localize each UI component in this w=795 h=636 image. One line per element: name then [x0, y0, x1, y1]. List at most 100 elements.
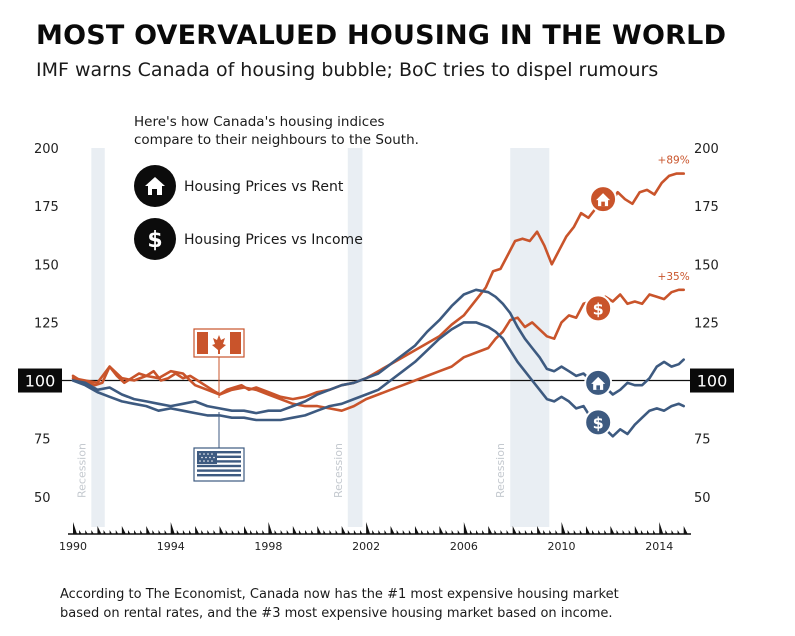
- x-tick-mark: [653, 530, 656, 534]
- x-tick-mark: [384, 530, 387, 534]
- x-tick-mark: [85, 530, 88, 534]
- x-tick-mark: [494, 530, 497, 534]
- series-line-usa-rent: [71, 288, 685, 415]
- y-tick-right: 125: [694, 316, 719, 331]
- x-tick-mark: [451, 530, 455, 534]
- svg-text:$: $: [147, 228, 162, 253]
- x-tick-mark: [439, 526, 444, 534]
- x-tick-mark: [378, 530, 381, 534]
- x-tick-mark: [195, 526, 200, 534]
- x-tick-mark: [402, 530, 406, 534]
- x-tick-mark: [97, 526, 102, 534]
- house-icon: [596, 193, 611, 207]
- x-tick-mark: [628, 530, 632, 534]
- legend-income-label: Housing Prices vs Income: [184, 232, 363, 248]
- y-tick-left: 50: [34, 491, 51, 506]
- x-tick-mark: [567, 530, 571, 534]
- x-tick-mark: [457, 530, 461, 534]
- legend: Here's how Canada's housing indices comp…: [134, 114, 419, 260]
- x-tick-mark: [408, 530, 412, 534]
- series-line-canada-income: [71, 288, 685, 412]
- y-tick-left: 200: [34, 142, 59, 157]
- legend-intro-line-1: Here's how Canada's housing indices: [134, 114, 385, 130]
- recession-label: Recession: [494, 443, 507, 498]
- x-tick-mark: [616, 530, 619, 534]
- marker-layer: +89% +35% $ $: [584, 155, 690, 437]
- baseline-label-left: 100: [25, 372, 56, 391]
- usa-flag-icon: [193, 412, 245, 482]
- x-tick-mark: [677, 530, 681, 534]
- x-tick-mark: [323, 530, 326, 534]
- x-tick-label: 1990: [59, 540, 87, 553]
- x-tick-mark: [518, 530, 522, 534]
- x-tick-mark: [592, 530, 595, 534]
- x-tick-mark: [366, 522, 371, 534]
- x-tick-mark: [421, 530, 424, 534]
- x-tick-label: 1994: [157, 540, 185, 553]
- x-tick-mark: [683, 526, 688, 534]
- baseline-label-right: 100: [697, 372, 728, 391]
- x-tick-mark: [579, 530, 583, 534]
- x-tick-label: 2006: [450, 540, 478, 553]
- x-tick-mark: [213, 530, 216, 534]
- x-tick-mark: [140, 530, 143, 534]
- x-tick-mark: [476, 530, 479, 534]
- x-tick-mark: [488, 526, 493, 534]
- x-tick-label: 2014: [645, 540, 673, 553]
- marker-canada-income: [584, 294, 613, 323]
- x-tick-mark: [317, 526, 322, 534]
- housing-chart: Recession Recession Recession 50 50 75 75 125 1…: [18, 114, 734, 553]
- x-tick-mark: [598, 530, 601, 534]
- x-tick-mark: [482, 530, 485, 534]
- y-tick-left: 125: [34, 316, 59, 331]
- recession-band: [347, 148, 363, 527]
- x-tick-mark: [73, 522, 77, 534]
- x-tick-mark: [170, 522, 175, 534]
- x-tick-mark: [360, 530, 363, 534]
- x-tick-mark: [256, 530, 259, 534]
- y-tick-right: 150: [694, 258, 719, 273]
- x-tick-mark: [512, 526, 517, 534]
- chart-title: MOST OVERVALUED HOUSING IN THE WORLD: [36, 20, 727, 51]
- recession-label: Recession: [332, 443, 345, 498]
- house-door: [601, 201, 605, 207]
- x-tick-mark: [506, 530, 510, 534]
- x-tick-mark: [237, 530, 241, 534]
- x-tick-mark: [219, 526, 224, 534]
- x-tick-mark: [91, 530, 94, 534]
- x-tick-mark: [225, 530, 229, 534]
- baseline-badge-right: [690, 368, 734, 393]
- x-tick-mark: [445, 530, 449, 534]
- x-tick-mark: [353, 530, 357, 534]
- x-tick-mark: [634, 526, 639, 534]
- x-tick-mark: [103, 530, 107, 534]
- footnote-line-1: According to The Economist, Canada now h…: [60, 587, 619, 602]
- x-tick-mark: [433, 530, 436, 534]
- recession-label: Recession: [75, 443, 88, 498]
- x-tick-mark: [182, 530, 186, 534]
- x-tick-mark: [189, 530, 192, 534]
- x-tick-mark: [152, 530, 155, 534]
- dollar-icon: $: [593, 299, 604, 318]
- x-tick-mark: [561, 522, 566, 534]
- y-tick-left: 75: [34, 433, 51, 448]
- x-tick-mark: [79, 530, 82, 534]
- x-tick-mark: [396, 530, 400, 534]
- x-tick-mark: [329, 530, 332, 534]
- chart-subtitle: IMF warns Canada of housing bubble; BoC …: [36, 59, 659, 81]
- x-tick-mark: [390, 526, 395, 534]
- house-icon: [591, 376, 606, 390]
- dollar-icon: $: [593, 413, 604, 432]
- recession-band: [510, 148, 550, 527]
- x-tick-mark: [207, 530, 210, 534]
- y-tick-right: 75: [694, 433, 711, 448]
- x-tick-mark: [274, 530, 278, 534]
- x-tick-mark: [243, 526, 248, 534]
- dollar-icon: $: [134, 218, 176, 260]
- x-tick-mark: [543, 530, 546, 534]
- footnote: According to The Economist, Canada now h…: [60, 585, 619, 623]
- x-tick-mark: [671, 530, 674, 534]
- x-tick-label: 2002: [352, 540, 380, 553]
- x-tick-mark: [665, 530, 668, 534]
- end-label-rent: +89%: [658, 155, 690, 167]
